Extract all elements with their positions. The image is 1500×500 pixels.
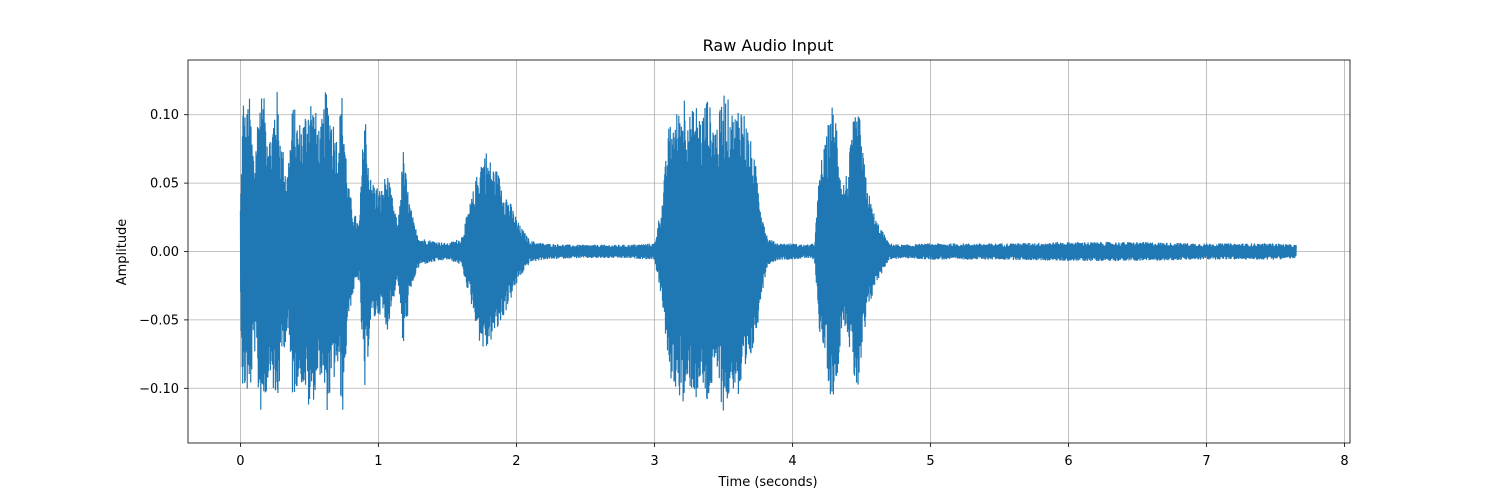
chart-title: Raw Audio Input bbox=[703, 36, 834, 55]
x-tick-label: 5 bbox=[926, 454, 934, 469]
y-tick-label: 0.10 bbox=[150, 108, 179, 123]
x-tick-label: 0 bbox=[236, 454, 244, 469]
y-tick-label: −0.10 bbox=[139, 382, 179, 397]
y-axis-title: Amplitude bbox=[115, 219, 130, 286]
x-tick-label: 4 bbox=[788, 454, 796, 469]
y-tick-label: 0.05 bbox=[150, 177, 179, 192]
x-tick-label: 6 bbox=[1064, 454, 1072, 469]
x-axis-title: Time (seconds) bbox=[717, 475, 817, 490]
x-tick-label: 2 bbox=[512, 454, 520, 469]
y-axis-ticks: −0.10 −0.05 0.00 0.05 0.10 bbox=[139, 108, 188, 397]
waveform-series bbox=[239, 91, 1297, 411]
y-tick-label: −0.05 bbox=[139, 313, 179, 328]
x-tick-label: 1 bbox=[374, 454, 382, 469]
y-tick-label: 0.00 bbox=[150, 245, 179, 260]
x-tick-label: 7 bbox=[1202, 454, 1210, 469]
x-axis-ticks: 0 1 2 3 4 5 6 7 8 bbox=[236, 443, 1349, 469]
x-tick-label: 8 bbox=[1340, 454, 1348, 469]
x-tick-label: 3 bbox=[650, 454, 658, 469]
